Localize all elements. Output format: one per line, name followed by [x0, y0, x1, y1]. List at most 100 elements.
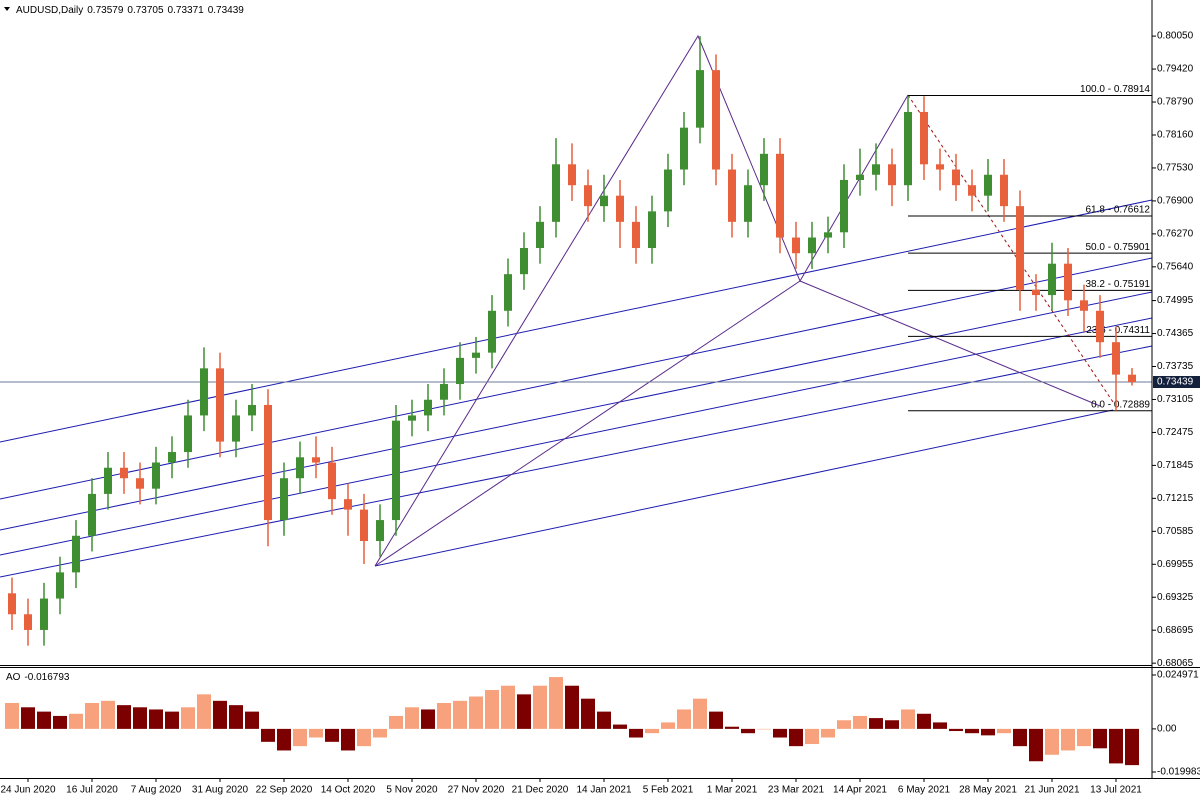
y-tick-label: 0.73735	[1157, 361, 1194, 372]
candle-body	[56, 572, 64, 599]
candle-body	[360, 509, 368, 541]
candle-body	[24, 614, 32, 630]
ao-bar	[437, 702, 451, 729]
pattern-line	[374, 280, 801, 567]
candle-body	[728, 169, 736, 222]
candle-body	[1064, 263, 1072, 301]
pattern-lines	[374, 34, 1101, 567]
y-tick-label: 0.78160	[1157, 130, 1194, 141]
y-tick-label: 0.76900	[1157, 196, 1194, 207]
ao-bar	[693, 698, 707, 729]
ao-bar	[997, 728, 1011, 734]
x-tick-label: 13 Jul 2021	[1090, 785, 1142, 796]
ao-bar	[949, 728, 963, 732]
candle-body	[760, 153, 768, 186]
ao-bar	[1125, 728, 1139, 766]
y-tick-label: 0.68695	[1157, 625, 1194, 636]
candle-body	[1000, 174, 1008, 207]
fib-label: 61.8 - 0.76612	[1086, 205, 1151, 216]
ao-bar	[485, 690, 499, 729]
pattern-line	[799, 280, 1101, 407]
ao-bar	[581, 698, 595, 729]
trend-line	[0, 291, 1153, 531]
plot-layer: 0.80050 0.79420 0.78790 0.78160 0.77530 0.769…	[0, 31, 1200, 796]
open: 0.73579	[87, 5, 124, 16]
ao-bar	[341, 728, 355, 751]
y-tick-label: 0.76270	[1157, 229, 1194, 240]
ao-bar	[245, 711, 259, 729]
y-tick-label: 0.70585	[1157, 526, 1194, 537]
candle-body	[216, 368, 224, 442]
ao-bar	[149, 709, 163, 729]
candle-body	[232, 415, 240, 442]
candle-body	[568, 164, 576, 186]
ao-bar	[5, 702, 19, 729]
symbol: AUDUSD,Daily	[16, 5, 83, 16]
candle-body	[248, 404, 256, 416]
ao-bar	[837, 720, 851, 729]
candle-body	[104, 467, 112, 494]
y-tick-label: 0.69325	[1157, 592, 1194, 603]
indicator-name: AO	[6, 672, 21, 683]
ao-bar	[69, 713, 83, 729]
ao-bar	[213, 700, 227, 729]
ao-bar	[357, 728, 371, 747]
channel-lines	[0, 199, 1153, 578]
ao-bar	[885, 720, 899, 729]
trend-line	[0, 317, 1153, 556]
ao-bar	[1061, 728, 1075, 751]
candle-body	[296, 457, 304, 479]
header: AUDUSD,Daily 0.73579 0.73705 0.73371 0.73439	[16, 5, 244, 16]
zigzag	[374, 34, 909, 567]
x-tick-label: 14 Jan 2021	[576, 785, 631, 796]
x-tick-label: 22 Sep 2020	[256, 785, 313, 796]
menu-triangle[interactable]	[4, 7, 10, 11]
ao-bar	[901, 709, 915, 729]
ao-bar	[405, 707, 419, 729]
y-tick-label: 0.024971	[1157, 670, 1199, 681]
x-tick-label: 1 Mar 2021	[707, 785, 758, 796]
x-tick-label: 23 Mar 2021	[768, 785, 825, 796]
candle-body	[552, 164, 560, 222]
ao-bar	[1029, 728, 1043, 762]
candle-body	[1016, 206, 1024, 290]
current-price-box	[1153, 375, 1200, 388]
ao-bar	[101, 700, 115, 729]
x-tick-label: 24 Jun 2020	[0, 785, 55, 796]
candle-body	[1112, 342, 1120, 375]
ao-bar	[549, 677, 563, 729]
y-tick-label: 0.74365	[1157, 328, 1194, 339]
ao-bar	[1013, 728, 1027, 747]
candle-body	[408, 415, 416, 421]
x-tick-label: 27 Nov 2020	[448, 785, 505, 796]
ao-bar	[805, 728, 819, 744]
candle-body	[200, 368, 208, 416]
x-tick-label: 6 May 2021	[898, 785, 951, 796]
ao-bar	[709, 711, 723, 729]
candle-body	[648, 211, 656, 249]
x-tick-label: 7 Aug 2020	[131, 785, 182, 796]
y-tick-label: 0.72475	[1157, 427, 1194, 438]
y-tick-label: 0.69955	[1157, 559, 1194, 570]
candle-body	[136, 478, 144, 489]
candle-body	[168, 452, 176, 463]
ao-bar	[21, 707, 35, 729]
x-tick-label: 31 Aug 2020	[192, 785, 249, 796]
y-tick-label: 0.79420	[1157, 64, 1194, 75]
ao-bar	[53, 715, 67, 729]
ao-bar	[965, 728, 979, 734]
candle-body	[888, 164, 896, 186]
ao-bar	[757, 728, 771, 730]
candle-body	[968, 185, 976, 196]
candle-body	[1048, 263, 1056, 296]
y-tick-label: 0.68065	[1157, 658, 1194, 669]
candle-body	[8, 593, 16, 615]
candle-body	[152, 462, 160, 489]
x-tick-label: 5 Nov 2020	[386, 785, 438, 796]
fib-label: 38.2 - 0.75191	[1086, 279, 1151, 290]
ao-bar	[853, 715, 867, 729]
ao-bar	[821, 728, 835, 738]
ao-bar	[501, 685, 515, 729]
ao-bar	[85, 702, 99, 729]
